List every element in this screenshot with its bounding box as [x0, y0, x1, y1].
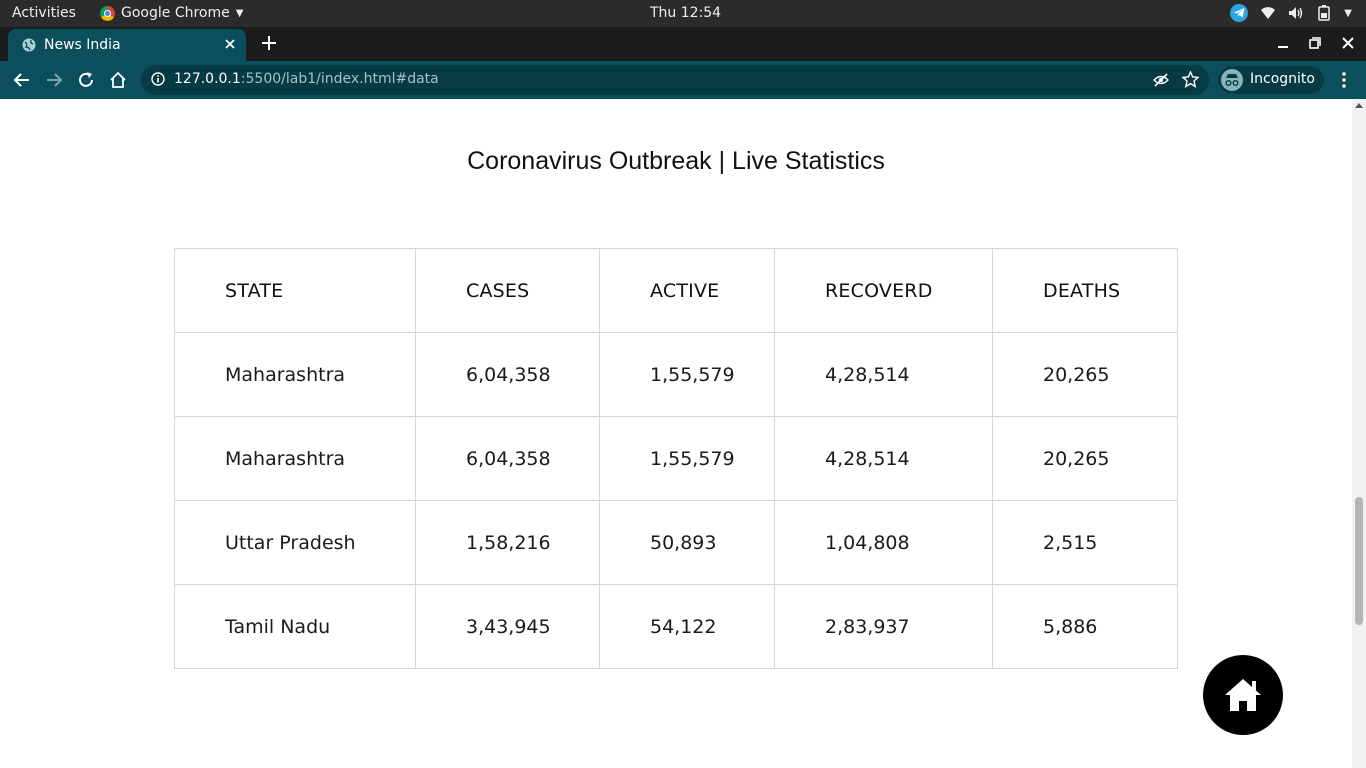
incognito-profile-button[interactable]: Incognito	[1218, 66, 1324, 94]
cell-active: 1,55,579	[599, 416, 775, 501]
cell-state: Maharashtra	[174, 416, 416, 501]
incognito-icon	[1221, 69, 1243, 91]
header-state: STATE	[174, 248, 416, 333]
cell-recovered: 4,28,514	[774, 332, 993, 417]
scroll-up-arrow-icon[interactable]	[1355, 103, 1363, 108]
minimize-icon[interactable]	[1277, 37, 1289, 49]
system-menu-caret-icon[interactable]: ▼	[1344, 7, 1352, 19]
covid-stats-table: STATE CASES ACTIVE RECOVERD DEATHS Mahar…	[174, 248, 1178, 669]
tracking-blocked-eye-icon[interactable]	[1153, 72, 1169, 88]
globe-icon	[22, 38, 36, 52]
cell-recovered: 1,04,808	[774, 500, 993, 585]
system-top-bar: Activities Google Chrome ▼ Thu 12:54 ▼	[0, 0, 1366, 27]
system-clock[interactable]: Thu 12:54	[650, 5, 722, 21]
telegram-icon[interactable]	[1230, 4, 1249, 22]
table-row: Maharashtra 6,04,358 1,55,579 4,28,514 2…	[174, 416, 1178, 501]
header-cases: CASES	[415, 248, 600, 333]
restore-icon[interactable]	[1309, 37, 1321, 49]
cell-state: Tamil Nadu	[174, 584, 416, 669]
wifi-icon	[1260, 5, 1276, 21]
address-bar[interactable]: 127.0.0.1:5500/lab1/index.html#data	[141, 65, 1209, 95]
cell-recovered: 2,83,937	[774, 584, 993, 669]
home-button[interactable]	[1203, 655, 1283, 735]
tab-news-india[interactable]: News India	[8, 29, 246, 61]
url-text[interactable]: 127.0.0.1:5500/lab1/index.html#data	[174, 71, 439, 87]
browser-toolbar: 127.0.0.1:5500/lab1/index.html#data Inco…	[0, 61, 1366, 99]
url-path: :5500/lab1/index.html#data	[240, 71, 439, 87]
tab-title: News India	[44, 37, 121, 53]
table-row: Maharashtra 6,04,358 1,55,579 4,28,514 2…	[174, 332, 1178, 417]
page-content: Coronavirus Outbreak | Live Statistics S…	[0, 99, 1352, 768]
home-icon	[1225, 679, 1261, 711]
volume-icon	[1288, 5, 1304, 21]
cell-active: 50,893	[599, 500, 775, 585]
scrollbar-thumb[interactable]	[1355, 497, 1363, 625]
cell-active: 1,55,579	[599, 332, 775, 417]
header-active: ACTIVE	[599, 248, 775, 333]
close-window-icon[interactable]	[1342, 37, 1354, 49]
cell-state: Maharashtra	[174, 332, 416, 417]
tab-strip: News India	[0, 27, 1366, 61]
cell-state: Uttar Pradesh	[174, 500, 416, 585]
more-menu-icon[interactable]	[1337, 71, 1351, 89]
header-recovered: RECOVERD	[774, 248, 993, 333]
cell-cases: 6,04,358	[415, 416, 600, 501]
battery-icon	[1316, 5, 1332, 21]
incognito-label: Incognito	[1250, 71, 1315, 87]
page-heading: Coronavirus Outbreak | Live Statistics	[467, 147, 885, 175]
cell-deaths: 20,265	[992, 332, 1178, 417]
caret-down-icon: ▼	[235, 7, 244, 19]
app-name: Google Chrome	[121, 5, 230, 21]
cell-cases: 3,43,945	[415, 584, 600, 669]
table-row: Tamil Nadu 3,43,945 54,122 2,83,937 5,88…	[174, 584, 1178, 669]
bookmark-star-icon[interactable]	[1182, 71, 1199, 88]
table-row: Uttar Pradesh 1,58,216 50,893 1,04,808 2…	[174, 500, 1178, 585]
new-tab-icon[interactable]	[262, 36, 276, 50]
cell-cases: 6,04,358	[415, 332, 600, 417]
back-arrow-icon[interactable]	[13, 71, 31, 89]
header-deaths: DEATHS	[992, 248, 1178, 333]
activities-button[interactable]: Activities	[12, 5, 76, 21]
system-tray[interactable]: ▼	[1230, 4, 1352, 22]
app-menu[interactable]: Google Chrome ▼	[100, 5, 243, 21]
cell-recovered: 4,28,514	[774, 416, 993, 501]
info-icon[interactable]	[151, 72, 165, 86]
reload-icon[interactable]	[77, 71, 95, 89]
url-host: 127.0.0.1	[174, 71, 241, 87]
cell-deaths: 5,886	[992, 584, 1178, 669]
forward-arrow-icon[interactable]	[45, 71, 63, 89]
page-scrollbar[interactable]	[1352, 99, 1366, 768]
chrome-logo-icon	[100, 5, 115, 21]
table-header-row: STATE CASES ACTIVE RECOVERD DEATHS	[174, 248, 1178, 333]
cell-cases: 1,58,216	[415, 500, 600, 585]
close-tab-icon[interactable]	[222, 36, 238, 52]
cell-active: 54,122	[599, 584, 775, 669]
cell-deaths: 20,265	[992, 416, 1178, 501]
cell-deaths: 2,515	[992, 500, 1178, 585]
home-nav-icon[interactable]	[109, 71, 127, 89]
